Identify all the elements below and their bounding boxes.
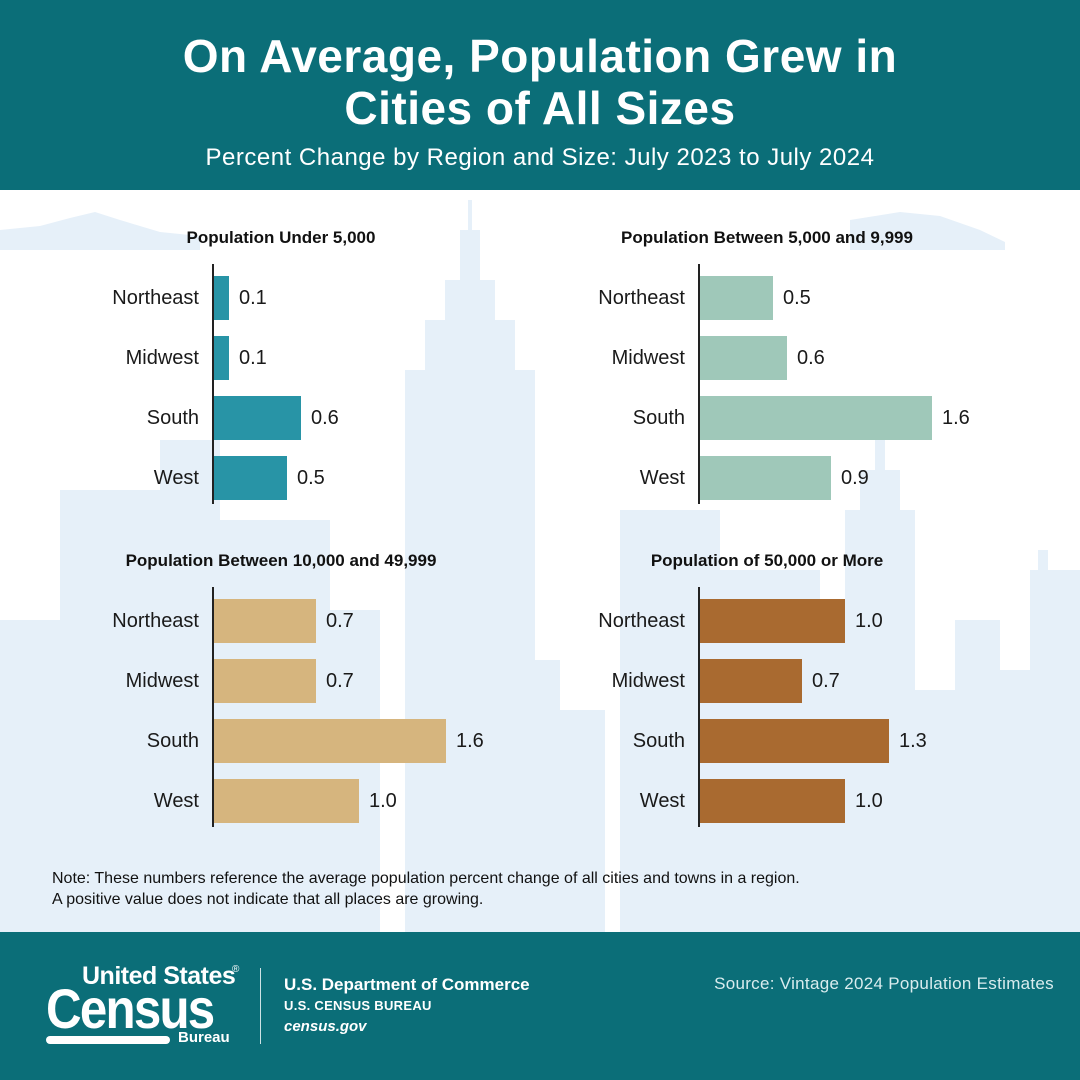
category-label-northeast: Northeast xyxy=(598,610,685,632)
category-label-west: West xyxy=(153,467,199,489)
footer-banner: United States ® Census Bureau U.S. Depar… xyxy=(0,932,1080,1080)
website-link[interactable]: census.gov xyxy=(284,1018,367,1035)
value-label-midwest: 0.1 xyxy=(239,347,267,369)
chart-title: Population Between 10,000 and 49,999 xyxy=(125,551,437,570)
bar-south xyxy=(700,719,889,763)
logo-registered-mark: ® xyxy=(232,964,240,975)
value-label-south: 0.6 xyxy=(311,407,339,429)
chart-axis xyxy=(212,264,214,504)
chart-10000-49999: Population Between 10,000 and 49,999 Nor… xyxy=(0,513,540,833)
bar-northeast xyxy=(700,276,773,320)
bar-south xyxy=(700,396,932,440)
category-label-midwest: Midwest xyxy=(125,347,199,369)
category-label-midwest: Midwest xyxy=(125,670,199,692)
value-label-west: 1.0 xyxy=(855,790,883,812)
bar-south xyxy=(214,396,301,440)
chart-axis xyxy=(698,587,700,827)
value-label-south: 1.6 xyxy=(942,407,970,429)
bar-south xyxy=(214,719,446,763)
census-logo[interactable]: United States ® Census Bureau xyxy=(46,962,246,1052)
footnote: Note: These numbers reference the averag… xyxy=(52,868,1052,910)
title-line-1: On Average, Population Grew in xyxy=(182,30,898,82)
category-label-south: South xyxy=(632,407,685,429)
chart-title: Population Under 5,000 xyxy=(186,228,376,247)
chart-title: Population Between 5,000 and 9,999 xyxy=(621,228,913,247)
source-note: Source: Vintage 2024 Population Estimate… xyxy=(714,974,1054,993)
category-label-west: West xyxy=(639,790,685,812)
value-label-midwest: 0.6 xyxy=(797,347,825,369)
bar-midwest xyxy=(214,659,316,703)
value-label-northeast: 0.1 xyxy=(239,287,267,309)
value-label-northeast: 0.7 xyxy=(326,610,354,632)
value-label-midwest: 0.7 xyxy=(812,670,840,692)
value-label-west: 0.5 xyxy=(297,467,325,489)
bar-west xyxy=(700,779,845,823)
value-label-west: 1.0 xyxy=(369,790,397,812)
value-label-south: 1.6 xyxy=(456,730,484,752)
chart-50000-plus: Population of 50,000 or More Northeast 1.… xyxy=(486,513,1026,833)
value-label-midwest: 0.7 xyxy=(326,670,354,692)
bar-west xyxy=(214,779,359,823)
bar-northeast xyxy=(214,276,229,320)
category-label-south: South xyxy=(632,730,685,752)
footnote-line-1: Note: These numbers reference the averag… xyxy=(52,870,800,887)
logo-census: Census xyxy=(46,977,215,1040)
bar-midwest xyxy=(700,336,787,380)
value-label-west: 0.9 xyxy=(841,467,869,489)
bar-northeast xyxy=(214,599,316,643)
value-label-northeast: 1.0 xyxy=(855,610,883,632)
value-label-south: 1.3 xyxy=(899,730,927,752)
page-subtitle: Percent Change by Region and Size: July … xyxy=(205,144,875,171)
logo-bureau: Bureau xyxy=(178,1029,230,1046)
bureau-name: U.S. CENSUS BUREAU xyxy=(284,998,432,1013)
bar-midwest xyxy=(214,336,229,380)
logo-united-states: United States xyxy=(82,962,236,990)
page-title: On Average, Population Grew in Cities of… xyxy=(0,30,1080,134)
title-line-2: Cities of All Sizes xyxy=(344,82,736,134)
department-name: U.S. Department of Commerce xyxy=(284,975,530,994)
logo-underline xyxy=(46,1036,170,1044)
footnote-line-2: A positive value does not indicate that … xyxy=(52,891,484,908)
category-label-northeast: Northeast xyxy=(598,287,685,309)
chart-5000-9999: Population Between 5,000 and 9,999 North… xyxy=(486,190,1026,510)
footer-divider xyxy=(260,968,261,1044)
category-label-northeast: Northeast xyxy=(112,287,199,309)
category-label-midwest: Midwest xyxy=(611,347,685,369)
header-banner: On Average, Population Grew in Cities of… xyxy=(0,0,1080,190)
chart-axis xyxy=(212,587,214,827)
category-label-south: South xyxy=(146,730,199,752)
bar-northeast xyxy=(700,599,845,643)
category-label-northeast: Northeast xyxy=(112,610,199,632)
bar-midwest xyxy=(700,659,802,703)
bar-west xyxy=(214,456,287,500)
bar-west xyxy=(700,456,831,500)
value-label-northeast: 0.5 xyxy=(783,287,811,309)
category-label-west: West xyxy=(639,467,685,489)
chart-under-5000: Population Under 5,000 Northeast 0.1 Midwe… xyxy=(0,190,540,510)
chart-axis xyxy=(698,264,700,504)
category-label-midwest: Midwest xyxy=(611,670,685,692)
chart-title: Population of 50,000 or More xyxy=(650,551,884,570)
category-label-south: South xyxy=(146,407,199,429)
category-label-west: West xyxy=(153,790,199,812)
